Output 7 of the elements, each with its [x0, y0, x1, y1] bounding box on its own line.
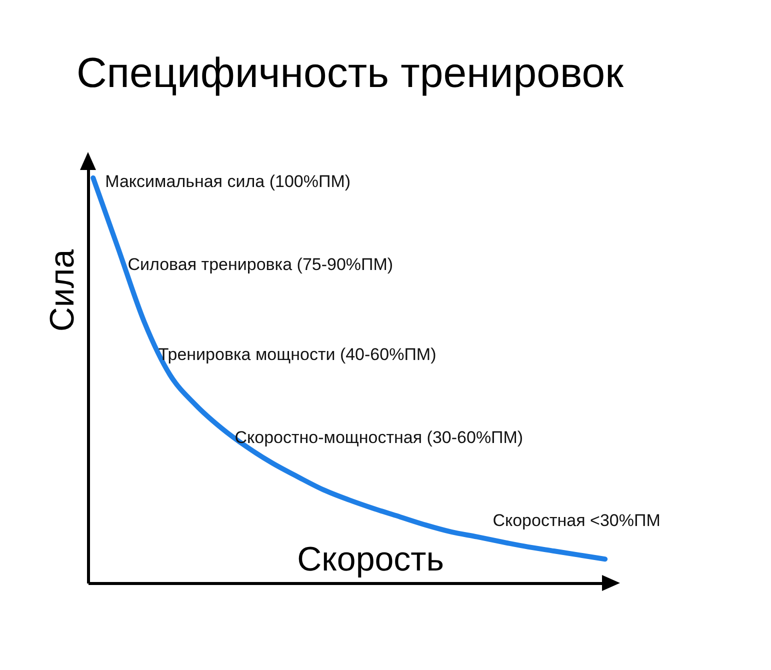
annotation: Скоростно-мощностная (30-60%ПМ) — [234, 428, 524, 447]
chart-title: Специфичность тренировок — [76, 49, 624, 96]
annotation: Максимальная сила (100%ПМ) — [105, 172, 351, 191]
annotation: Скоростная <30%ПМ — [492, 511, 660, 530]
x-axis-title: Скорость — [297, 540, 444, 578]
annotation: Силовая тренировка (75-90%ПМ) — [128, 254, 394, 274]
y-axis-title: Сила — [44, 249, 82, 332]
